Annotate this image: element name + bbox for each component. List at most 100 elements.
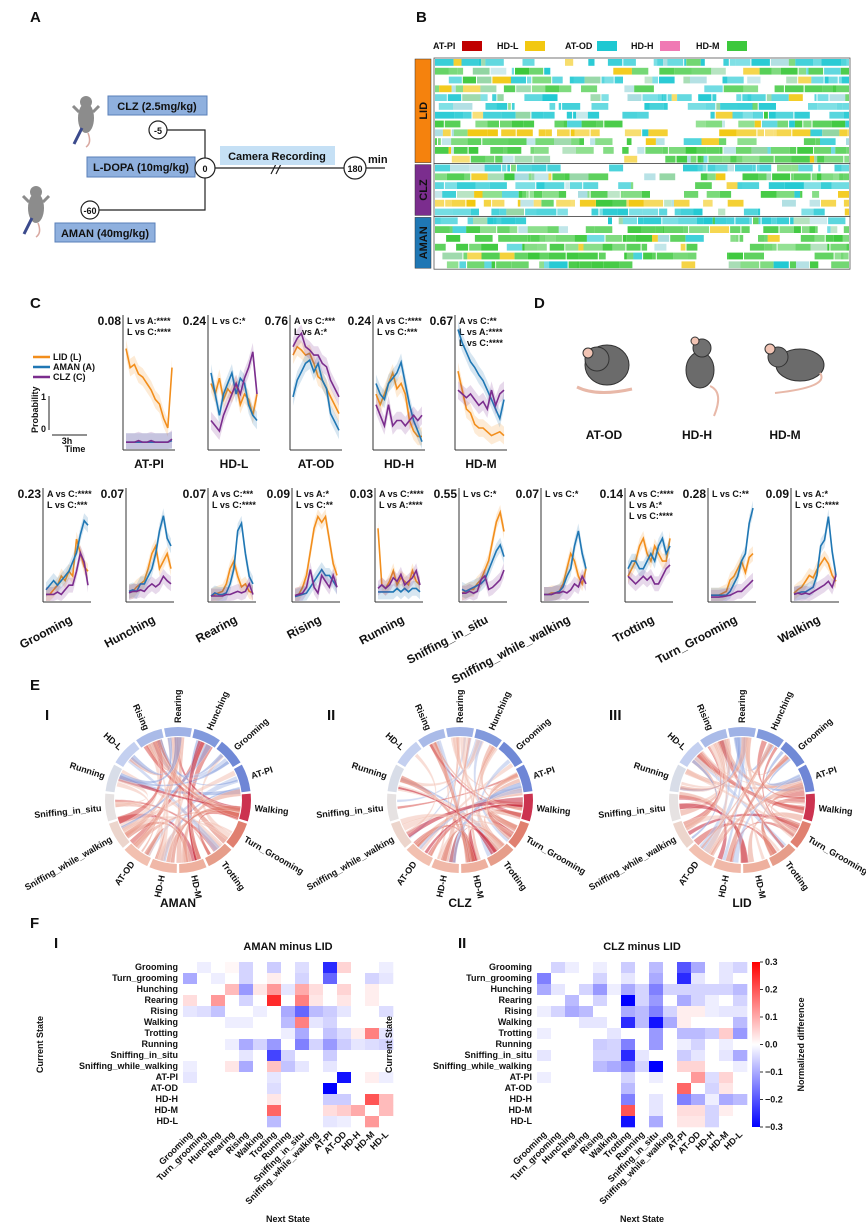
- ethogram-segment: [491, 261, 496, 269]
- ethogram-segment: [645, 138, 656, 145]
- plot-title: Trotting: [610, 612, 656, 645]
- line-chart-trotting: 0.14 A vs C:****L vs A:*L vs C:**** Trotti…: [600, 487, 675, 646]
- heatmap-cell: [253, 1017, 268, 1029]
- subpanel-numeral: II: [458, 935, 466, 952]
- ethogram-segment: [643, 199, 664, 207]
- ethogram-segment: [566, 252, 579, 260]
- ethogram-segment: [670, 235, 686, 242]
- ethogram-segment: [435, 182, 444, 189]
- ethogram-segment: [624, 252, 627, 260]
- chord-segment: [105, 764, 123, 793]
- heatmap-cell: [365, 1061, 380, 1073]
- ethogram-segment: [496, 103, 508, 110]
- ethogram-segment: [526, 138, 536, 145]
- ethogram-segment: [628, 199, 644, 207]
- ethogram-segment: [489, 138, 509, 145]
- ethogram-segment: [812, 191, 820, 198]
- ethogram-segment: [770, 59, 789, 66]
- ethogram-segment: [531, 85, 546, 93]
- series-line-clz: [627, 564, 671, 586]
- ethogram-segment: [663, 94, 667, 101]
- ethogram-segment: [813, 208, 825, 216]
- heatmap-cell: [551, 1061, 566, 1073]
- y-max-label: 0.76: [265, 314, 289, 328]
- heatmap-cell: [607, 1083, 622, 1095]
- chord-segment-label: Sniffing_while_walking: [305, 834, 396, 892]
- ethogram-segment: [579, 199, 596, 207]
- ethogram-segment: [624, 129, 642, 137]
- ethogram-segment: [602, 243, 613, 251]
- ethogram-segment: [840, 252, 844, 260]
- heatmap-cell: [281, 984, 296, 996]
- row-label: AT-OD: [505, 1083, 533, 1093]
- ethogram-segment: [487, 120, 499, 128]
- ethogram-segment: [665, 155, 676, 163]
- heatmap-cell: [365, 1017, 380, 1029]
- heatmap-cell: [719, 1039, 734, 1051]
- ethogram-segment: [803, 138, 816, 145]
- heatmap-cell: [309, 973, 324, 985]
- heatmap-cell: [565, 973, 580, 985]
- series-band: [211, 342, 257, 440]
- ethogram-segment: [743, 67, 760, 75]
- heatmap-cell: [351, 984, 366, 996]
- ethogram-segment: [821, 173, 833, 181]
- heatmap-cell: [691, 1028, 706, 1040]
- row-label: Turn_grooming: [466, 973, 532, 983]
- ethogram-segment: [482, 191, 502, 198]
- ethogram-segment: [641, 226, 656, 233]
- heatmap-cell: [565, 1006, 580, 1018]
- plot-title: Grooming: [17, 612, 74, 651]
- ethogram-segment: [495, 155, 503, 163]
- series-line-clz: [128, 574, 172, 594]
- ethogram-segment: [527, 76, 532, 84]
- heatmap-cell: [211, 1105, 226, 1117]
- heatmap-cell: [593, 1105, 608, 1117]
- chord-segment: [179, 858, 207, 873]
- ethogram-segment: [751, 147, 768, 154]
- heatmap-cell: [239, 1050, 254, 1062]
- heatmap-cell: [635, 973, 650, 985]
- heatmap-cell: [211, 1094, 226, 1106]
- ethogram-segment: [813, 147, 831, 154]
- ethogram-segment: [435, 59, 454, 66]
- ethogram-segment: [627, 226, 642, 233]
- stat-annotation: L vs C:****: [459, 338, 503, 348]
- ethogram-segment: [511, 67, 514, 75]
- series-band: [711, 572, 753, 601]
- series-band: [46, 545, 88, 601]
- chord-ribbon: [448, 781, 522, 864]
- ethogram-segment: [674, 67, 692, 75]
- ethogram-segment: [451, 85, 456, 93]
- series-line-clz: [711, 579, 754, 598]
- heatmap-cell: [677, 973, 692, 985]
- heatmap-cell: [281, 1017, 296, 1029]
- ethogram-segment: [508, 138, 527, 145]
- camera-recording-label: Camera Recording: [228, 151, 326, 163]
- panel-b-ethogram: AT-PI HD-L AT-OD HD-H HD-M LID CLZ AMAN: [414, 41, 851, 270]
- chord-segment: [226, 820, 248, 848]
- ethogram-segment: [455, 85, 463, 93]
- ethogram-segment: [511, 164, 516, 172]
- ethogram-segment: [515, 217, 527, 225]
- ethogram-segment: [798, 164, 813, 172]
- ethogram-segment: [691, 67, 712, 75]
- ethogram-segment: [843, 226, 849, 233]
- ethogram-segment: [688, 252, 697, 260]
- ethogram-segment: [782, 199, 796, 207]
- heatmap-cell: [733, 973, 748, 985]
- heatmap-cell: [635, 1116, 650, 1128]
- ethogram-segment: [644, 173, 656, 181]
- ethogram-segment: [834, 164, 842, 172]
- heatmap-cell: [239, 1017, 254, 1029]
- ethogram-segment: [635, 235, 652, 242]
- time-marker: [148, 120, 168, 140]
- subpanel-numeral: III: [609, 707, 622, 724]
- ethogram-segment: [514, 252, 528, 260]
- ethogram-segment: [554, 120, 564, 128]
- heatmap-cell: [351, 1028, 366, 1040]
- chord-segment: [397, 741, 422, 768]
- ethogram-segment: [768, 182, 785, 189]
- ethogram-segment: [836, 103, 843, 110]
- ethogram-segment: [469, 243, 482, 251]
